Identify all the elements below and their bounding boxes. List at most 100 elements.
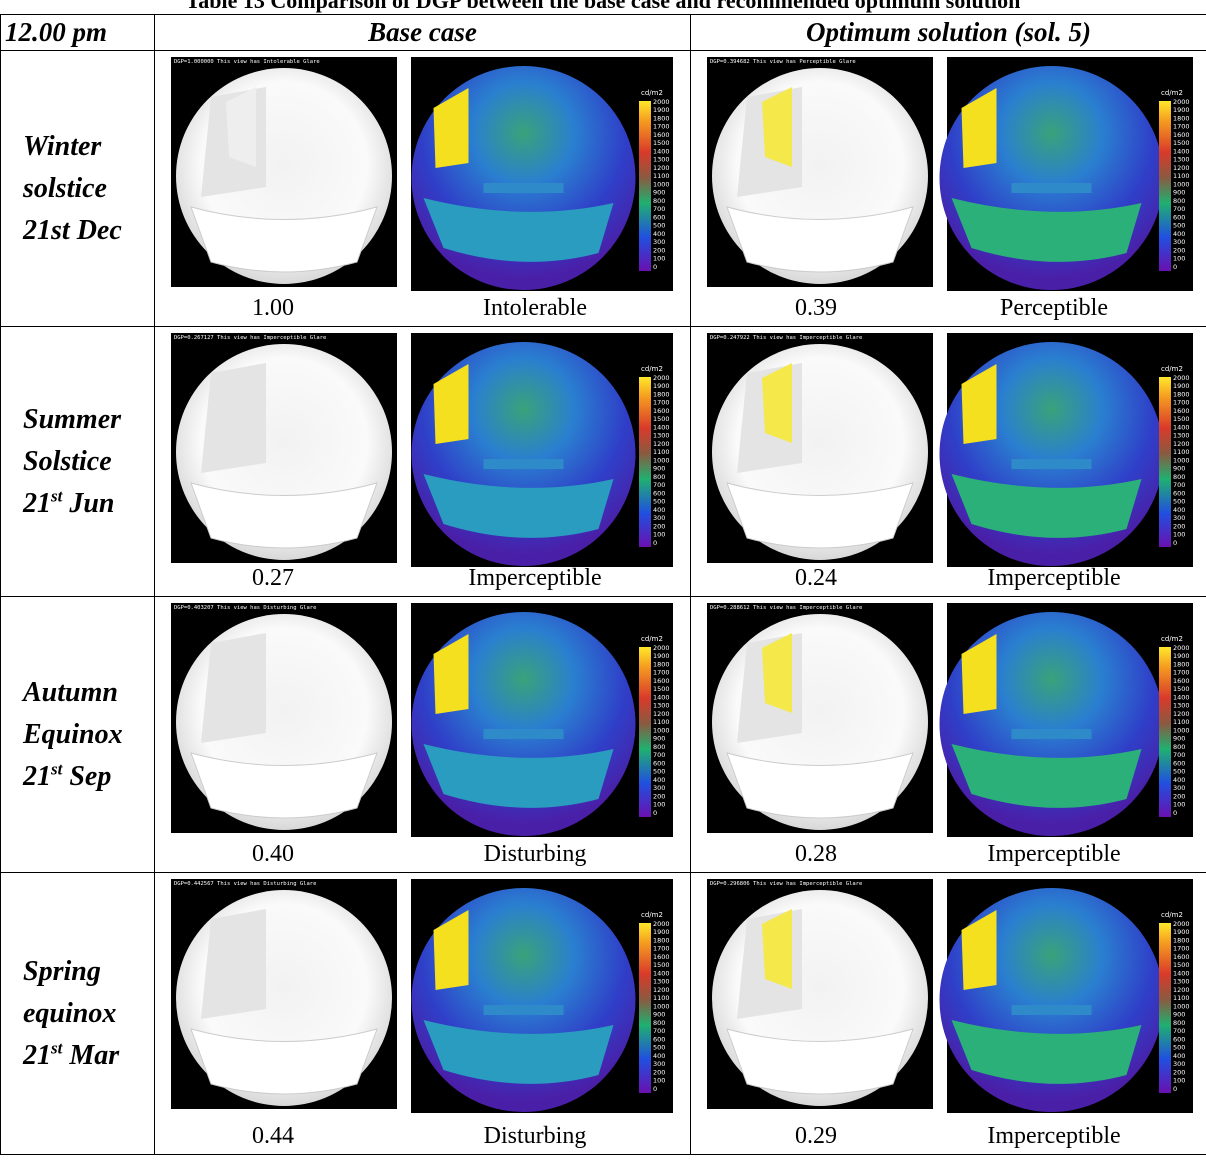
legend-tick-label: 1000 (1173, 1002, 1190, 1010)
legend-tick-label: 1500 (653, 415, 670, 423)
legend-tick-label: 1200 (1173, 710, 1190, 718)
legend-tick-label: 0 (1173, 1085, 1177, 1093)
falsecolor-desk (1011, 1005, 1092, 1015)
legend-tick-label: 1800 (1173, 390, 1190, 398)
legend-tick-label: 700 (1173, 481, 1185, 489)
row: Summer Solstice 21st Jun DGP=0.267127 This … (0, 326, 1206, 597)
falsecolor-window (433, 364, 469, 444)
legend-tick-label: 1900 (653, 928, 670, 936)
legend-tick-label: 700 (653, 205, 665, 213)
glare-class: Perceptible (1000, 295, 1108, 321)
legend-tick-label: 0 (1173, 263, 1177, 271)
legend-bar (1159, 101, 1171, 271)
legend-tick-label: 600 (653, 1035, 665, 1043)
dgp-value: 0.28 (795, 841, 837, 867)
legend-unit: cd/m2 (1161, 89, 1183, 97)
label-line: Autumn (23, 676, 118, 708)
label-line: Winter (23, 130, 102, 162)
renderings: DGP=0.267127 This view has Imperceptible… (171, 333, 673, 567)
row-label: Spring equinox 21st Mar (0, 872, 155, 1155)
legend-tick-label: 1000 (1173, 726, 1190, 734)
legend-tick-label: 300 (653, 238, 665, 246)
dgp-value: 0.29 (795, 1123, 837, 1149)
legend-tick-label: 1900 (653, 382, 670, 390)
legend-tick-label: 300 (653, 1060, 665, 1068)
legend-tick-label: 500 (1173, 1044, 1185, 1052)
legend-tick-label: 1500 (653, 685, 670, 693)
legend-tick-label: 2000 (653, 644, 670, 652)
legend-tick-label: 900 (1173, 189, 1185, 197)
legend-tick-label: 1600 (1173, 953, 1190, 961)
legend-tick-label: 200 (1173, 246, 1185, 254)
rendering-caption: DGP=0.288612 This view has Imperceptible… (710, 605, 862, 611)
falsecolor-floor (423, 1020, 614, 1084)
falsecolor-desk (483, 183, 564, 193)
legend-bar (639, 377, 651, 547)
legend-tick-label: 2000 (653, 98, 670, 106)
rendering-caption: DGP=0.442567 This view has Disturbing Gl… (174, 881, 316, 887)
legend-tick-label: 500 (1173, 768, 1185, 776)
legend-tick-label: 1700 (1173, 669, 1190, 677)
legend-tick-label: 1100 (653, 172, 670, 180)
legend-tick-label: 1600 (653, 131, 670, 139)
glare-class: Intolerable (483, 295, 587, 321)
legend-tick-label: 100 (653, 255, 665, 263)
case-cell: DGP=0.296806 This view has Imperceptible… (690, 872, 1206, 1155)
legend-tick-label: 400 (1173, 1052, 1185, 1060)
falsecolor-window (433, 634, 469, 714)
legend-unit: cd/m2 (641, 89, 663, 97)
falsecolor-window (961, 364, 997, 444)
legend-tick-label: 400 (1173, 230, 1185, 238)
legend-tick-label: 1800 (1173, 936, 1190, 944)
legend-tick-label: 600 (1173, 759, 1185, 767)
renderings: DGP=1.000000 This view has Intolerable G… (171, 57, 673, 291)
falsecolor-floor (951, 198, 1142, 262)
row: Winter solstice 21st Dec DGP=1.000000 This … (0, 50, 1206, 327)
falsecolor-floor (423, 198, 614, 262)
legend-tick-label: 1900 (1173, 928, 1190, 936)
legend-tick-label: 1500 (1173, 961, 1190, 969)
legend-tick-label: 1600 (1173, 677, 1190, 685)
glare-class: Imperceptible (987, 841, 1121, 867)
legend-tick-label: 800 (653, 197, 665, 205)
legend-tick-label: 1600 (653, 677, 670, 685)
legend-tick-label: 1200 (653, 164, 670, 172)
date-month: Jun (69, 487, 115, 519)
rendering-floor (190, 752, 378, 819)
date-month: Sep (69, 760, 112, 792)
label-line: Spring (23, 955, 101, 987)
case-cell: DGP=0.403207 This view has Disturbing Gl… (154, 596, 691, 873)
legend-tick-label: 1900 (1173, 106, 1190, 114)
legend-tick-label: 1500 (1173, 139, 1190, 147)
legend-tick-label: 1300 (653, 978, 670, 986)
legend-tick-label: 0 (653, 539, 657, 547)
legend-tick-label: 800 (1173, 197, 1185, 205)
case-cell: DGP=0.267127 This view has Imperceptible… (154, 326, 691, 597)
dgp-value: 0.40 (252, 841, 294, 867)
legend-tick-label: 500 (653, 768, 665, 776)
legend-tick-label: 1000 (653, 180, 670, 188)
falsecolor-floor (951, 1020, 1142, 1084)
legend-tick-label: 1100 (1173, 994, 1190, 1002)
rendering-floor (726, 752, 914, 819)
header-cell: Base case (154, 14, 691, 51)
legend-tick-label: 0 (653, 263, 657, 271)
legend-tick-label: 1000 (653, 1002, 670, 1010)
legend-tick-label: 800 (653, 473, 665, 481)
legend-tick-label: 900 (653, 1011, 665, 1019)
legend-tick-label: 1100 (653, 994, 670, 1002)
legend-tick-label: 1100 (653, 718, 670, 726)
legend-tick-label: 1100 (1173, 172, 1190, 180)
falsecolor-floor (423, 744, 614, 808)
rendering-wall (201, 909, 266, 1019)
dgp-value: 0.39 (795, 295, 837, 321)
legend-tick-label: 200 (653, 246, 665, 254)
label-line: equinox (23, 997, 117, 1029)
legend-tick-label: 2000 (1173, 644, 1190, 652)
falsecolor-desk (483, 729, 564, 739)
glare-class: Imperceptible (987, 565, 1121, 591)
legend-tick-label: 600 (1173, 213, 1185, 221)
falsecolor-desk (483, 1005, 564, 1015)
rendering-floor (726, 1028, 914, 1095)
legend-tick-label: 1900 (653, 652, 670, 660)
